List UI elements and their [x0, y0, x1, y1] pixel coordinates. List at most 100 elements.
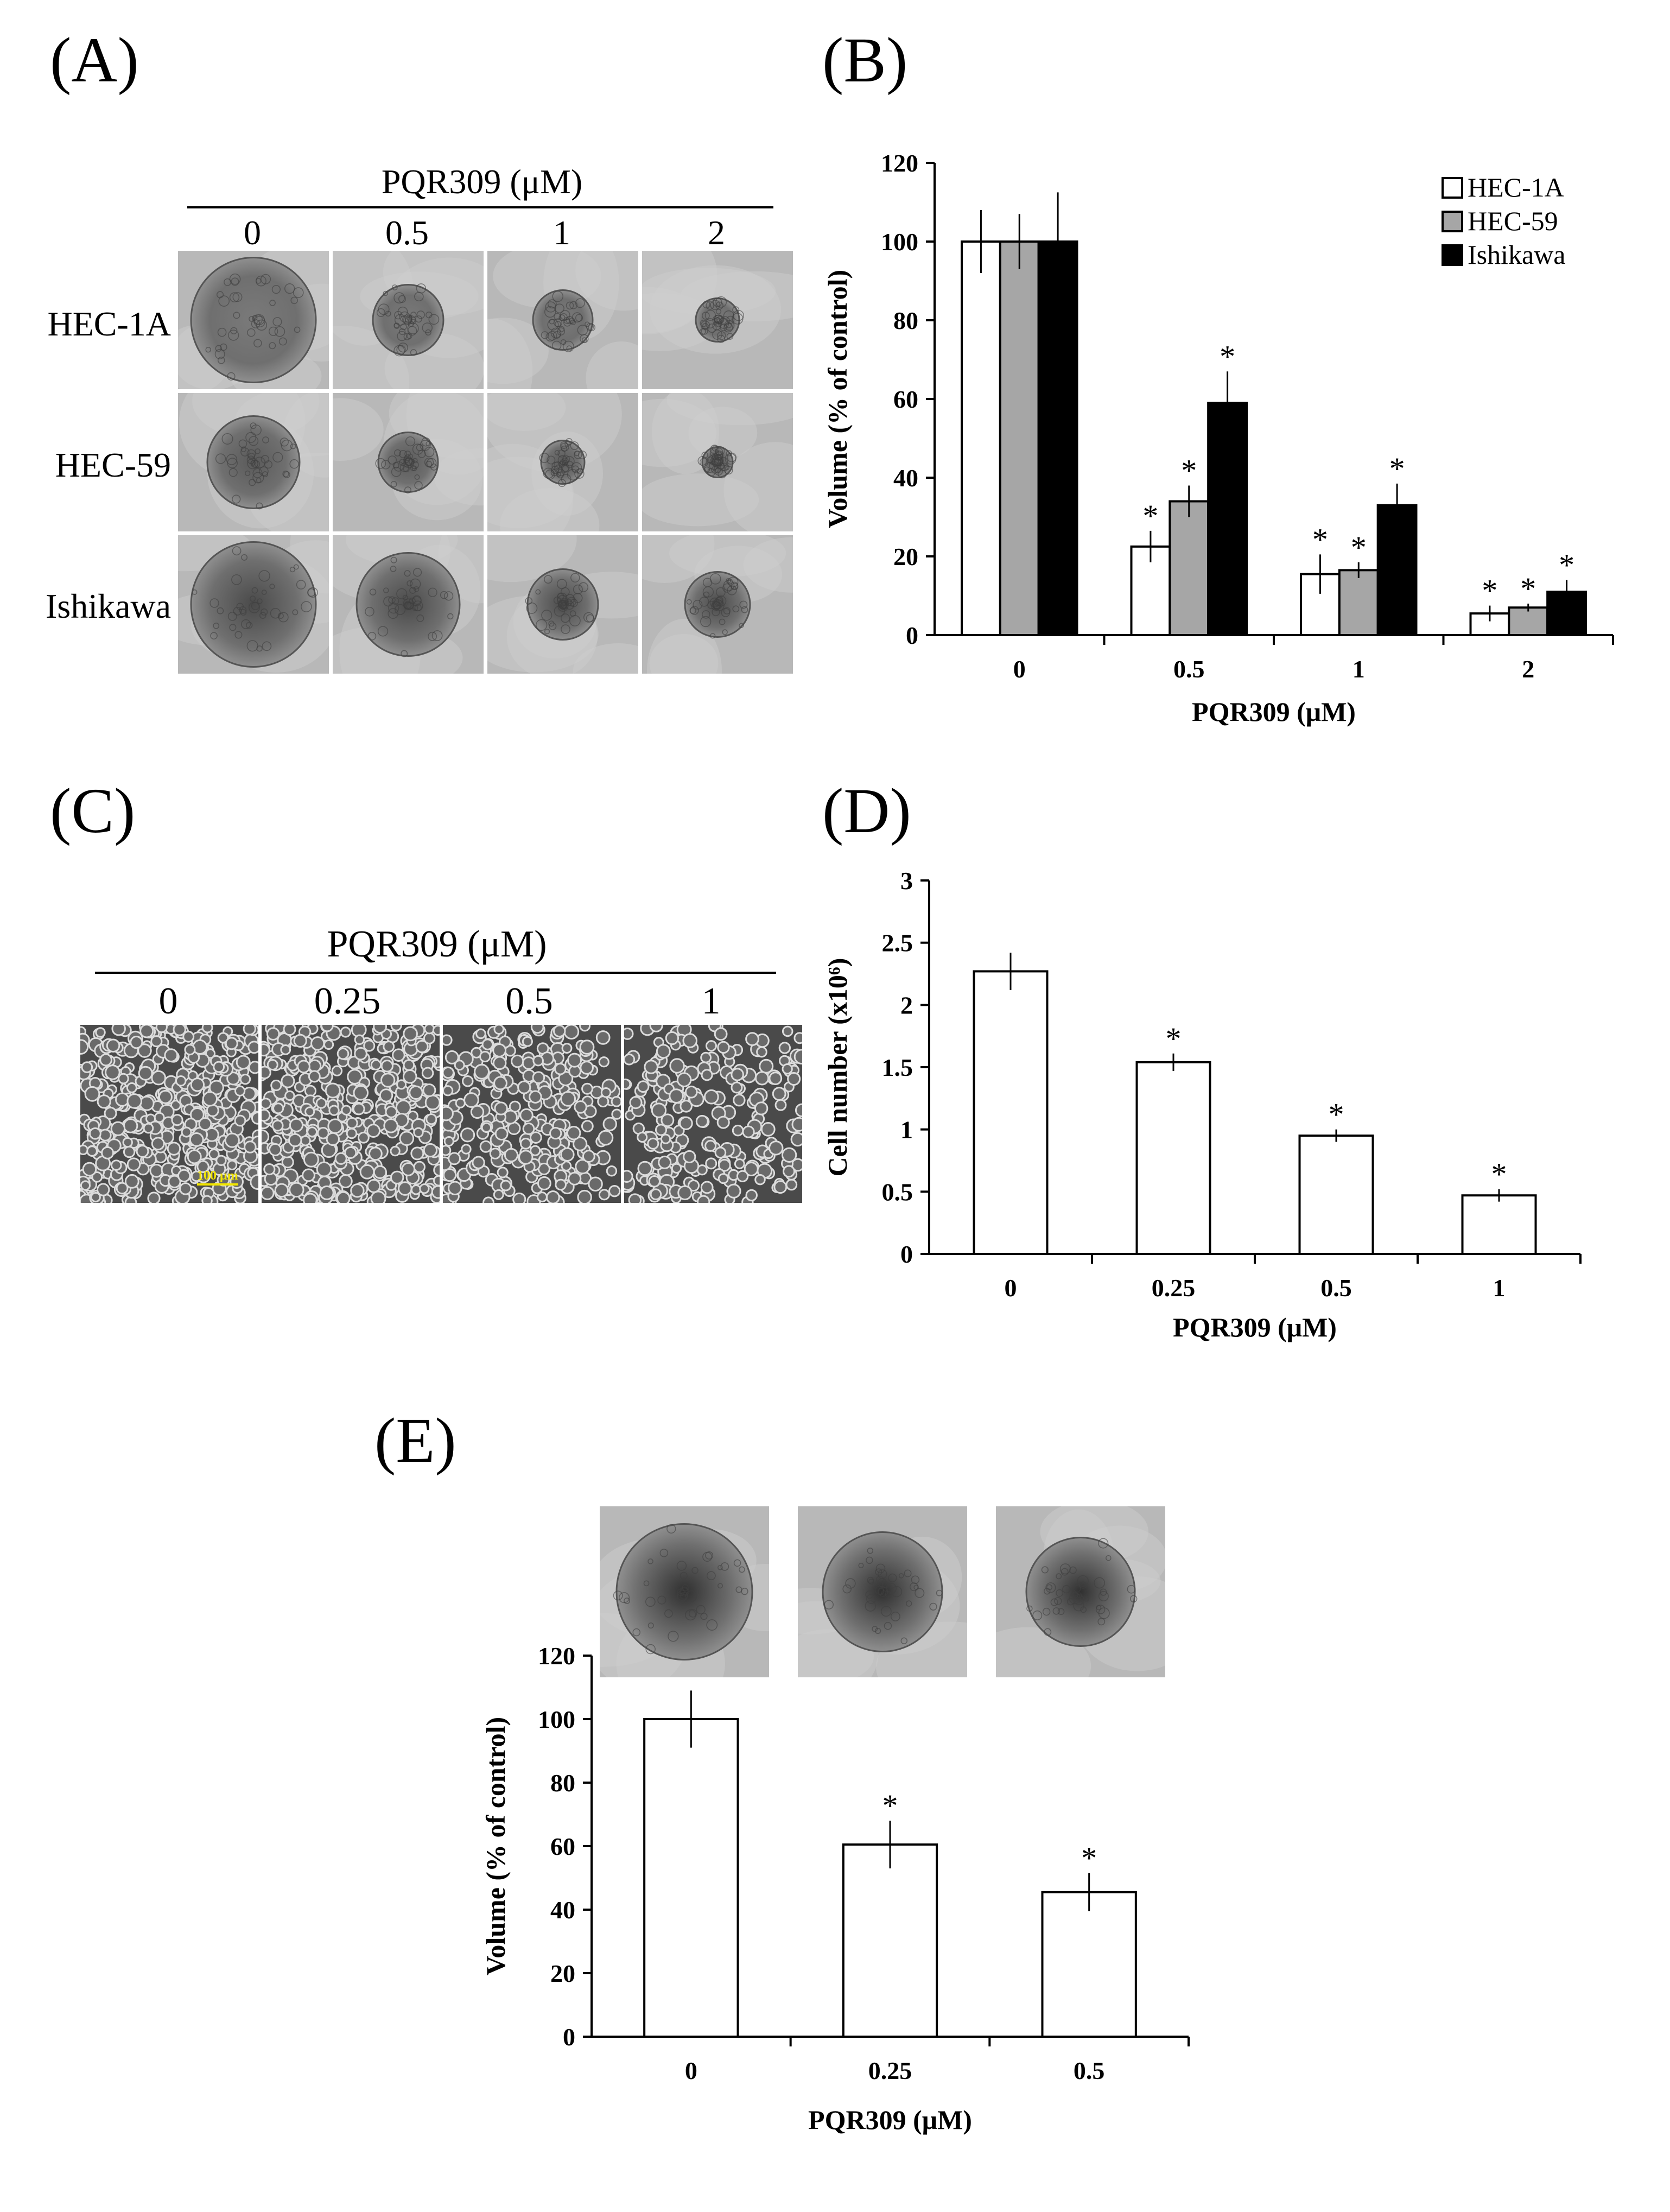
- significance-marker: *: [1329, 1097, 1344, 1132]
- panel-a-conc-2: 1: [553, 213, 570, 252]
- bar-value-0: [643, 1718, 739, 2038]
- significance-marker: *: [1389, 451, 1405, 486]
- y-tick-label: 120: [881, 149, 918, 177]
- x-tick-label: 0: [685, 2057, 697, 2084]
- significance-marker: *: [1520, 571, 1536, 606]
- panel-label-b: (B): [822, 24, 908, 96]
- chart-d: 0 0.5 1 1.5 2 2.5 3 0 * 0.25 * 0.5 * 1 PQR309 (μM) Cell…: [822, 867, 1582, 1342]
- y-axis-label: Volume (% of control): [822, 270, 853, 528]
- micrograph-a-hec1a-0: [178, 251, 329, 389]
- panel-label-a: (A): [50, 24, 139, 96]
- y-tick-label: 120: [538, 1642, 575, 1670]
- bar-hec-59-0: [999, 240, 1040, 636]
- x-axis-label: PQR309 (μM): [1192, 696, 1356, 727]
- significance-marker: *: [1166, 1021, 1182, 1056]
- bar-hec-59-1: [1338, 569, 1379, 636]
- panel-c-conc-3: 1: [701, 980, 721, 1022]
- y-tick-label: 80: [893, 307, 918, 334]
- panel-a-conc-0: 0: [244, 213, 261, 252]
- y-tick-label: 1: [900, 1116, 913, 1144]
- panel-c-header: PQR309 (μM): [327, 923, 547, 965]
- y-tick-label: 20: [893, 543, 918, 571]
- micrograph-a-hec59-2: [487, 393, 638, 531]
- micrograph-a-ishikawa-2: [487, 535, 638, 674]
- legend-label: HEC-1A: [1468, 172, 1564, 202]
- panel-a-row-hec1a: HEC-1A: [47, 305, 171, 343]
- micrograph-a-hec59-3: [642, 393, 793, 531]
- y-tick-label: 0.5: [882, 1178, 913, 1206]
- x-tick-label: 1: [1352, 655, 1365, 683]
- x-tick-label: 0: [1013, 655, 1026, 683]
- y-tick-label: 0: [900, 1240, 913, 1268]
- panel-label-c: (C): [50, 775, 136, 846]
- panel-c-conc-1: 0.25: [314, 980, 381, 1022]
- panel-e-micrograph-strip: [600, 1506, 1170, 1677]
- y-tick-label: 40: [893, 464, 918, 492]
- bar-ishikawa-0.5: [1207, 402, 1248, 636]
- micrograph-a-hec1a-1: [333, 251, 484, 389]
- panel-label-d: (D): [822, 775, 911, 846]
- y-tick-label: 20: [550, 1960, 575, 1987]
- y-tick-label: 2.5: [882, 929, 913, 957]
- y-tick-label: 60: [893, 385, 918, 413]
- x-tick-label: 2: [1522, 655, 1534, 683]
- y-tick-label: 60: [550, 1833, 575, 1860]
- x-tick-label: 0.5: [1173, 655, 1205, 683]
- micrograph-a-hec59-1: [333, 393, 484, 531]
- y-axis-label: Volume (% of control): [480, 1717, 511, 1975]
- x-tick-label: 0.5: [1074, 2057, 1105, 2084]
- micrograph-e-1: [798, 1506, 967, 1677]
- chart-b: 0 20 40 60 80 100 120 0 * * * 0.5 * * * 1 * * * 2 PQR309 (μM…: [822, 149, 1614, 727]
- x-tick-label: 0.25: [1152, 1274, 1196, 1302]
- scale-bar: 100 μm: [197, 1169, 238, 1186]
- bar-hec-59-0.5: [1169, 500, 1210, 636]
- legend-label: HEC-59: [1468, 206, 1558, 236]
- x-tick-label: 0.25: [868, 2057, 912, 2084]
- bar-value-0.5: [1041, 1891, 1137, 2038]
- significance-marker: *: [882, 1788, 898, 1823]
- y-tick-label: 3: [900, 867, 913, 895]
- bar-value-0.25: [842, 1843, 938, 2038]
- significance-marker: *: [1351, 530, 1367, 565]
- y-axis-label: Cell number (x10⁶): [822, 958, 853, 1177]
- bar-value-0.25: [1135, 1061, 1211, 1255]
- legend-swatch: [1442, 244, 1463, 266]
- x-tick-label: 0.5: [1320, 1274, 1352, 1302]
- panel-a-header: PQR309 (μM): [381, 162, 583, 201]
- micrograph-a-ishikawa-3: [642, 535, 793, 674]
- significance-marker: *: [1312, 522, 1328, 557]
- bar-value-0: [973, 970, 1049, 1255]
- panel-a-row-hec59: HEC-59: [55, 446, 171, 484]
- bar-value-0.5: [1298, 1134, 1374, 1256]
- panel-c-conc-2: 0.5: [505, 980, 553, 1022]
- y-tick-label: 100: [538, 1706, 575, 1733]
- micrograph-c-1: [262, 1025, 440, 1203]
- y-tick-label: 100: [881, 228, 918, 256]
- panel-c-micrograph-strip: 100 μm: [80, 1025, 803, 1203]
- panel-c-header-rule: [95, 972, 776, 974]
- micrograph-a-ishikawa-1: [333, 535, 484, 674]
- panel-label-e: (E): [374, 1405, 456, 1476]
- panel-a-conc-1: 0.5: [385, 213, 429, 252]
- x-axis-label: PQR309 (μM): [1173, 1312, 1337, 1342]
- significance-marker: *: [1559, 548, 1574, 583]
- micrograph-a-ishikawa-0: [178, 535, 329, 674]
- bar-ishikawa-0: [1037, 240, 1078, 636]
- panel-a-micrograph-grid: [178, 251, 794, 674]
- significance-marker: *: [1491, 1157, 1507, 1192]
- bar-value-1: [1461, 1194, 1537, 1255]
- x-tick-label: 0: [1005, 1274, 1017, 1302]
- y-tick-label: 0: [906, 622, 918, 649]
- significance-marker: *: [1220, 339, 1235, 374]
- micrograph-a-hec59-0: [178, 393, 329, 531]
- y-tick-label: 80: [550, 1769, 575, 1797]
- micrograph-c-3: [624, 1025, 802, 1203]
- bar-hec-59-2: [1508, 606, 1549, 636]
- legend-swatch: [1442, 177, 1463, 199]
- significance-marker: *: [1482, 573, 1497, 609]
- x-tick-label: 1: [1493, 1274, 1506, 1302]
- panel-a-header-rule: [187, 206, 773, 208]
- y-tick-label: 40: [550, 1896, 575, 1924]
- panel-a-conc-3: 2: [708, 213, 725, 252]
- micrograph-e-2: [996, 1506, 1165, 1677]
